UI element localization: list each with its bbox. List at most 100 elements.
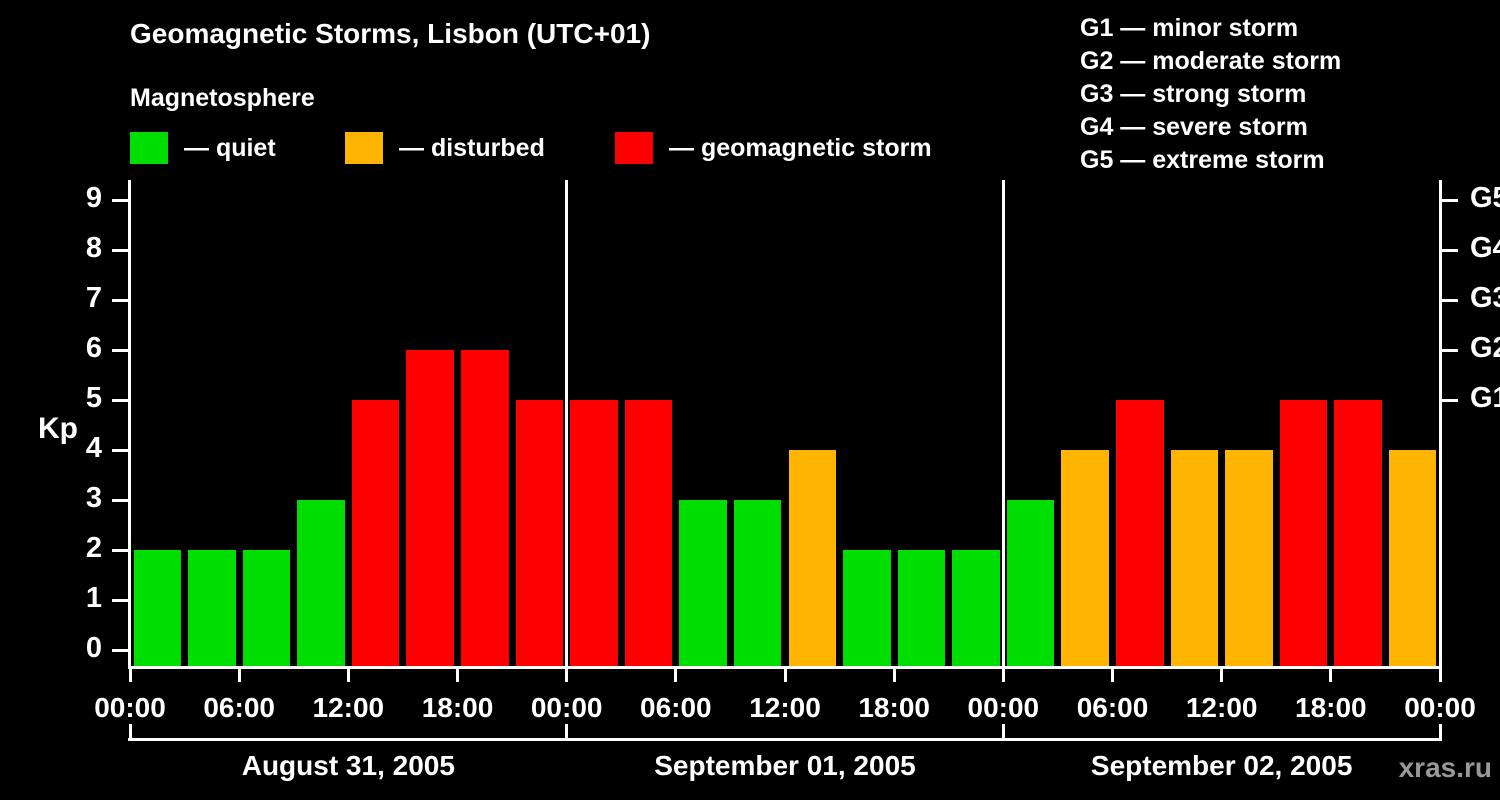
date-bracket-tick — [565, 724, 569, 741]
x-axis-tick-label: 18:00 — [858, 692, 930, 723]
x-axis-tick — [783, 666, 787, 682]
kp-bar — [952, 550, 1000, 666]
x-axis-tick-label: 06:00 — [640, 692, 712, 723]
kp-bar — [297, 500, 345, 666]
x-axis-tick — [456, 666, 459, 682]
kp-bar — [733, 500, 782, 666]
kp-bar — [242, 550, 291, 666]
g-axis-tick-label: G4 — [1470, 232, 1500, 264]
quiet-color-swatch — [130, 132, 168, 164]
x-axis-tick-label: 12:00 — [1185, 692, 1258, 723]
kp-bar — [624, 400, 673, 666]
x-axis-tick-label: 12:00 — [749, 692, 821, 723]
g-scale-legend: G1 — minor storm G2 — moderate storm G3 … — [1080, 12, 1341, 177]
x-axis-tick-label: 00:00 — [94, 692, 166, 723]
g-axis-tick-label: G3 — [1470, 282, 1500, 314]
g-legend-line-g5: G5 — extreme storm — [1080, 146, 1325, 174]
x-axis-tick — [1111, 666, 1114, 682]
x-axis-tick — [565, 666, 569, 682]
date-bracket-tick — [128, 724, 132, 741]
x-axis-tick — [237, 666, 241, 682]
y-axis-tick — [112, 298, 130, 302]
y-axis-tick — [112, 648, 130, 652]
y-axis-tick — [112, 398, 130, 402]
y-axis-label: Kp — [38, 412, 78, 445]
g-axis-tick — [1440, 298, 1458, 302]
x-axis-tick — [674, 666, 678, 682]
legend-item-quiet: — quiet — [130, 132, 276, 164]
kp-bar — [897, 550, 946, 666]
disturbed-color-swatch — [345, 132, 383, 164]
g-legend-line-g4: G4 — severe storm — [1080, 113, 1308, 141]
kp-bar — [133, 550, 182, 666]
date-label: September 01, 2005 — [654, 750, 916, 781]
y-axis-tick — [112, 548, 130, 552]
kp-bar — [1388, 450, 1437, 666]
x-axis-tick — [1001, 666, 1005, 682]
legend-item-disturbed: — disturbed — [345, 132, 545, 164]
y-axis-line-left — [128, 180, 131, 669]
x-axis-tick-label: 06:00 — [203, 692, 275, 723]
date-bracket-tick — [1438, 724, 1442, 741]
kp-bar — [461, 350, 509, 666]
date-label: August 31, 2005 — [241, 750, 455, 781]
y-axis-tick — [112, 498, 130, 502]
kp-bar — [1006, 500, 1055, 666]
watermark: xras.ru — [1398, 752, 1492, 783]
kp-bar — [1170, 450, 1219, 666]
kp-bar — [788, 450, 837, 666]
legend-item-storm: — geomagnetic storm — [615, 132, 932, 164]
date-bracket-line — [128, 738, 1442, 741]
g-axis-tick — [1440, 198, 1458, 202]
y-axis-tick-label: 6 — [85, 332, 102, 364]
day-divider-line — [565, 180, 569, 669]
x-axis-tick — [346, 666, 350, 682]
x-axis-tick-label: 18:00 — [421, 692, 494, 723]
y-axis-tick-label: 5 — [85, 382, 102, 414]
legend-label-disturbed: — disturbed — [399, 133, 545, 162]
g-axis-tick-label: G2 — [1470, 332, 1500, 364]
date-label: September 02, 2005 — [1090, 750, 1353, 781]
g-legend-line-g1: G1 — minor storm — [1080, 14, 1299, 42]
kp-bar — [1225, 450, 1273, 666]
kp-bar — [351, 400, 400, 666]
storm-color-swatch — [615, 132, 653, 164]
kp-bar — [679, 500, 727, 666]
y-axis-tick-label: 0 — [85, 632, 102, 664]
kp-bar — [1061, 450, 1109, 666]
chart-title: Geomagnetic Storms, Lisbon (UTC+01) — [130, 18, 651, 49]
y-axis-tick — [112, 448, 130, 452]
y-axis-tick — [112, 248, 130, 252]
x-axis-tick — [1438, 666, 1442, 682]
kp-bar — [188, 550, 236, 666]
y-axis-line-right — [1439, 180, 1442, 669]
y-axis-tick-label: 3 — [85, 482, 102, 514]
kp-bar — [570, 400, 618, 666]
kp-bar — [515, 400, 564, 666]
x-axis-tick-label: 00:00 — [967, 692, 1040, 723]
date-bracket-tick — [1001, 724, 1005, 741]
y-axis-tick-label: 8 — [85, 232, 102, 264]
day-divider-line — [1001, 180, 1005, 669]
x-axis-tick-label: 00:00 — [530, 692, 603, 723]
g-axis-tick-label: G5 — [1470, 182, 1500, 214]
y-axis-tick-label: 1 — [85, 582, 102, 614]
x-axis-tick — [1220, 666, 1224, 682]
legend-label-quiet: — quiet — [184, 133, 276, 162]
y-axis-tick-label: 7 — [85, 282, 102, 314]
x-axis-tick-label: 00:00 — [1404, 692, 1476, 723]
y-axis-tick-label: 2 — [85, 532, 102, 564]
g-axis-tick — [1440, 248, 1458, 252]
x-axis-tick-label: 12:00 — [312, 692, 385, 723]
y-axis-tick-label: 4 — [85, 432, 102, 464]
y-axis-tick-label: 9 — [85, 182, 102, 214]
g-axis-tick-label: G1 — [1470, 382, 1500, 414]
x-axis-tick — [1329, 666, 1333, 682]
kp-bar — [406, 350, 454, 666]
y-axis-tick — [112, 598, 130, 602]
kp-bar — [1116, 400, 1164, 666]
x-axis-tick-label: 18:00 — [1295, 692, 1367, 723]
kp-bar — [1334, 400, 1382, 666]
chart-plot-area: 0 1 2 3 4 5 6 7 8 9 G1 G2 G3 G4 G5 00:00 06:00 12:00 18:00… — [86, 180, 1500, 781]
x-axis-tick — [892, 666, 896, 682]
